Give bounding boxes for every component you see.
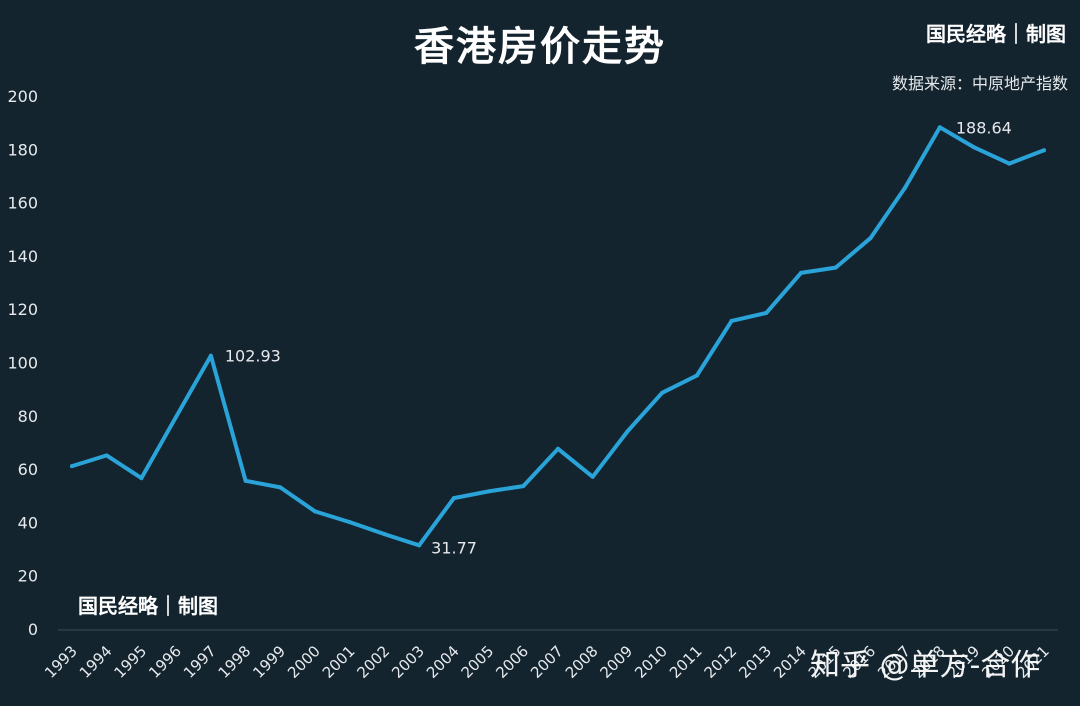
x-tick-label: 1997 (180, 642, 220, 682)
data-point (660, 390, 665, 395)
x-tick-label: 1995 (111, 642, 151, 682)
y-tick-label: 40 (18, 513, 38, 532)
data-point (937, 125, 942, 130)
x-tick-label: 1999 (249, 642, 289, 682)
data-point (521, 484, 526, 489)
y-tick-label: 180 (7, 140, 38, 159)
watermark: 知乎 @单方-合作 (810, 648, 1041, 683)
y-tick-label: 200 (7, 87, 38, 106)
data-label: 188.64 (956, 118, 1012, 137)
data-point (868, 236, 873, 241)
data-point (208, 353, 213, 358)
x-tick-label: 2010 (631, 642, 671, 682)
data-point (382, 532, 387, 537)
x-tick-label: 2003 (388, 642, 428, 682)
y-tick-label: 100 (7, 354, 38, 373)
y-tick-label: 60 (18, 460, 38, 479)
y-axis: 0 20 40 60 80 100 120 140 160 180 200 (7, 87, 38, 639)
x-tick-label: 2008 (562, 642, 602, 682)
x-tick-label: 1993 (41, 642, 81, 682)
series-line (70, 125, 1046, 548)
x-tick-label: 2004 (423, 642, 463, 682)
data-point (139, 476, 144, 481)
x-tick-label: 2011 (666, 642, 706, 682)
annotations: 102.93 31.77 188.64 (225, 118, 1012, 557)
data-point (417, 543, 422, 548)
data-point (347, 520, 352, 525)
data-point (694, 373, 699, 378)
y-tick-label: 120 (7, 300, 38, 319)
data-point (451, 496, 456, 501)
x-tick-label: 2013 (735, 642, 775, 682)
data-label: 31.77 (431, 538, 477, 557)
data-point (174, 414, 179, 419)
x-tick-label: 2005 (458, 642, 498, 682)
x-tick-label: 1996 (145, 642, 185, 682)
y-tick-label: 160 (7, 194, 38, 213)
data-point (70, 464, 74, 469)
data-point (104, 453, 109, 458)
y-tick-label: 20 (18, 567, 38, 586)
chart-title: 香港房价走势 (414, 24, 666, 70)
data-point (313, 509, 317, 514)
x-tick-label: 2002 (354, 642, 394, 682)
y-tick-label: 0 (28, 620, 38, 639)
x-tick-label: 1998 (215, 642, 255, 682)
x-tick-label: 2014 (770, 642, 810, 682)
data-point (729, 318, 734, 323)
data-point (903, 185, 908, 190)
data-point (590, 474, 595, 479)
data-point (764, 310, 769, 315)
data-point (556, 446, 560, 451)
data-point (1007, 161, 1012, 166)
data-point (243, 478, 248, 483)
x-tick-label: 2012 (701, 642, 741, 682)
data-point (799, 270, 803, 275)
x-tick-label: 2009 (597, 642, 637, 682)
data-point (278, 485, 283, 490)
x-tick-label: 2000 (284, 642, 324, 682)
brand-label-top: 国民经略｜制图 (926, 22, 1066, 46)
x-tick-label: 2006 (492, 642, 532, 682)
y-tick-label: 80 (18, 407, 38, 426)
source-note: 数据来源：中原地产指数 (891, 74, 1068, 93)
data-point (833, 265, 838, 270)
data-point (486, 489, 491, 494)
x-tick-label: 1994 (76, 642, 116, 682)
data-point (1042, 148, 1046, 153)
y-tick-label: 140 (7, 247, 38, 266)
brand-label-bottom: 国民经略｜制图 (78, 594, 218, 618)
data-point (625, 429, 630, 434)
data-points (70, 125, 1046, 548)
x-tick-label: 2001 (319, 642, 359, 682)
data-point (972, 145, 977, 150)
x-tick-label: 2007 (527, 642, 567, 682)
data-label: 102.93 (225, 347, 281, 366)
